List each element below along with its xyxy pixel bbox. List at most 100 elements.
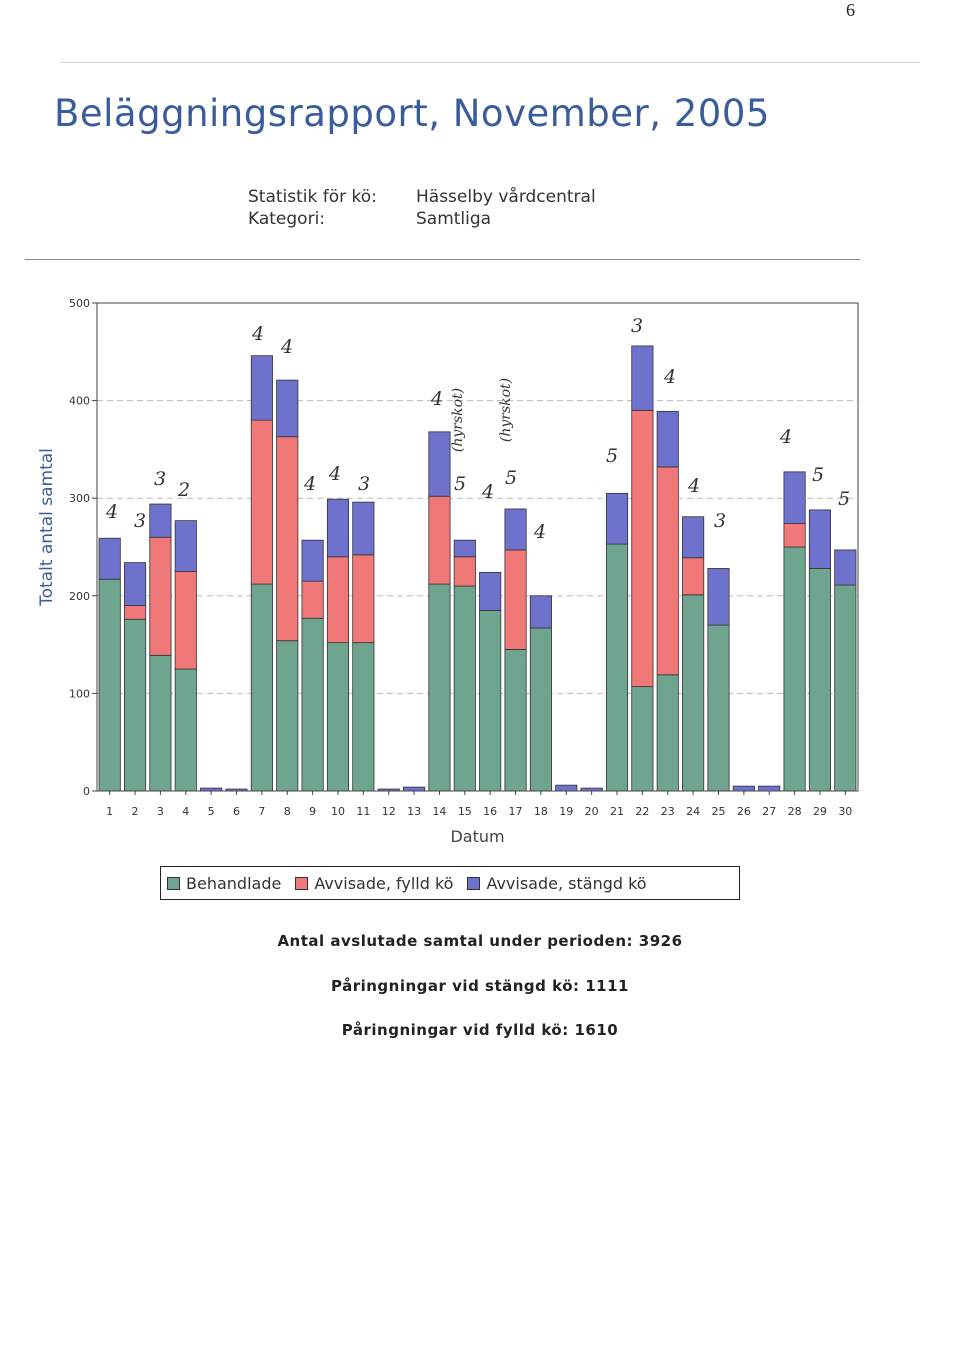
- summary-fylld-value: 1610: [574, 1021, 619, 1039]
- y-tick-label: 500: [69, 297, 90, 310]
- bar-segment: [301, 580, 324, 619]
- bar-segment: [783, 471, 806, 524]
- x-tick-label: 19: [559, 805, 573, 818]
- bar-segment: [504, 508, 527, 551]
- x-tick-label: 25: [711, 805, 725, 818]
- bar-segment: [149, 536, 172, 656]
- category-label: Kategori:: [248, 209, 326, 229]
- handwritten-annotation: 5: [454, 473, 466, 495]
- legend-swatch-behandlade: [167, 876, 180, 890]
- x-tick-label: 15: [458, 805, 472, 818]
- x-tick-label: 21: [610, 805, 624, 818]
- x-tick-label: 6: [233, 805, 240, 818]
- bar-segment: [808, 509, 832, 569]
- queue-label: Statistik för kö:: [248, 187, 377, 207]
- queue-row: Statistik för kö: Hässelby vårdcentral: [248, 186, 596, 208]
- bar-segment: [479, 571, 502, 611]
- report-title: Beläggningsrapport, November, 2005: [54, 92, 770, 135]
- x-tick-label: 10: [331, 805, 345, 818]
- bar-segment: [504, 649, 527, 792]
- handwritten-annotation: 4: [779, 426, 792, 448]
- bar-segment: [326, 556, 350, 644]
- bar-segment: [834, 549, 857, 586]
- bar-segment: [529, 595, 552, 629]
- bar-segment: [453, 556, 476, 587]
- x-tick-label: 22: [635, 805, 649, 818]
- bar-segment: [834, 584, 857, 792]
- handwritten-annotation: 4: [481, 481, 494, 503]
- bar-segment: [504, 549, 527, 650]
- page-number: 6: [846, 0, 855, 20]
- x-tick-label: 2: [132, 805, 139, 818]
- x-tick-label: 18: [534, 805, 548, 818]
- bar-segment: [123, 618, 147, 792]
- bar-segment: [301, 617, 324, 792]
- bar-segment: [453, 539, 476, 558]
- handwritten-annotation: (hyrskot): [498, 378, 514, 442]
- handwritten-annotation: 4: [303, 473, 316, 495]
- bar-segment: [453, 585, 476, 792]
- bar-segment: [276, 379, 299, 438]
- bar-segment: [428, 431, 451, 497]
- x-tick-label: 7: [258, 805, 265, 818]
- y-tick-label: 0: [83, 785, 90, 798]
- x-tick-label: 16: [483, 805, 497, 818]
- x-tick-label: 3: [157, 805, 164, 818]
- handwritten-annotation: 4: [533, 521, 546, 543]
- x-tick-label: 28: [788, 805, 802, 818]
- category-row: Kategori: Samtliga: [248, 208, 596, 230]
- x-tick-label: 8: [284, 805, 291, 818]
- handwritten-annotation: 3: [358, 473, 370, 495]
- x-tick-label: 29: [813, 805, 827, 818]
- handwritten-annotation: 4: [251, 323, 264, 345]
- handwritten-annotation: 5: [606, 445, 618, 467]
- queue-value: Hässelby vårdcentral: [416, 187, 596, 207]
- x-tick-label: 13: [407, 805, 421, 818]
- x-tick-label: 23: [661, 805, 675, 818]
- y-tick-label: 400: [69, 395, 90, 408]
- bar-segment: [783, 523, 806, 548]
- bar-segment: [326, 642, 350, 792]
- bar-segment: [783, 546, 806, 792]
- bar-segment: [605, 543, 629, 792]
- bar-segment: [656, 466, 679, 676]
- bar-segment: [656, 674, 679, 792]
- bar-segment: [555, 784, 578, 792]
- handwritten-annotation: 4: [430, 388, 443, 410]
- x-tick-label: 4: [182, 805, 189, 818]
- handwritten-annotation: 3: [134, 510, 146, 532]
- x-tick-label: 11: [356, 805, 370, 818]
- bar-segment: [276, 436, 299, 642]
- bar-segment: [352, 501, 375, 556]
- legend-label-fylld: Avvisade, fylld kö: [314, 873, 454, 893]
- x-tick-label: 27: [762, 805, 776, 818]
- bar-segment: [529, 627, 552, 792]
- bar-segment: [656, 410, 679, 468]
- handwritten-annotation: (hyrskot): [450, 388, 466, 452]
- summary-fylld-label: Påringningar vid fylld kö:: [341, 1021, 569, 1039]
- summary-stangd-label: Påringningar vid stängd kö:: [331, 977, 580, 995]
- handwritten-annotation: 3: [631, 315, 643, 337]
- bar-segment: [428, 583, 451, 792]
- legend-swatch-fylld: [295, 876, 309, 890]
- bars: [98, 345, 857, 792]
- report-meta: Statistik för kö: Hässelby vårdcentral K…: [248, 186, 596, 230]
- gridlines: [97, 400, 858, 694]
- x-tick-label: 12: [382, 805, 396, 818]
- summary-avslutade: Antal avslutade samtal under perioden: 3…: [0, 932, 960, 950]
- handwritten-annotation: 4: [687, 475, 700, 497]
- bar-segment: [352, 554, 375, 644]
- x-tick-label: 20: [585, 805, 599, 818]
- bar-segment: [682, 557, 705, 596]
- bar-segment: [174, 668, 197, 792]
- x-tick-label: 1: [106, 805, 113, 818]
- handwritten-annotation: 5: [838, 488, 850, 510]
- summary-avslutade-label: Antal avslutade samtal under perioden:: [277, 932, 634, 950]
- plot-frame: [96, 302, 859, 792]
- y-axis-label: Totalt antal samtal: [37, 448, 57, 607]
- bar-segment: [149, 503, 172, 538]
- bar-segment: [479, 610, 502, 792]
- bar-segment: [250, 355, 273, 421]
- bar-segment: [682, 516, 705, 559]
